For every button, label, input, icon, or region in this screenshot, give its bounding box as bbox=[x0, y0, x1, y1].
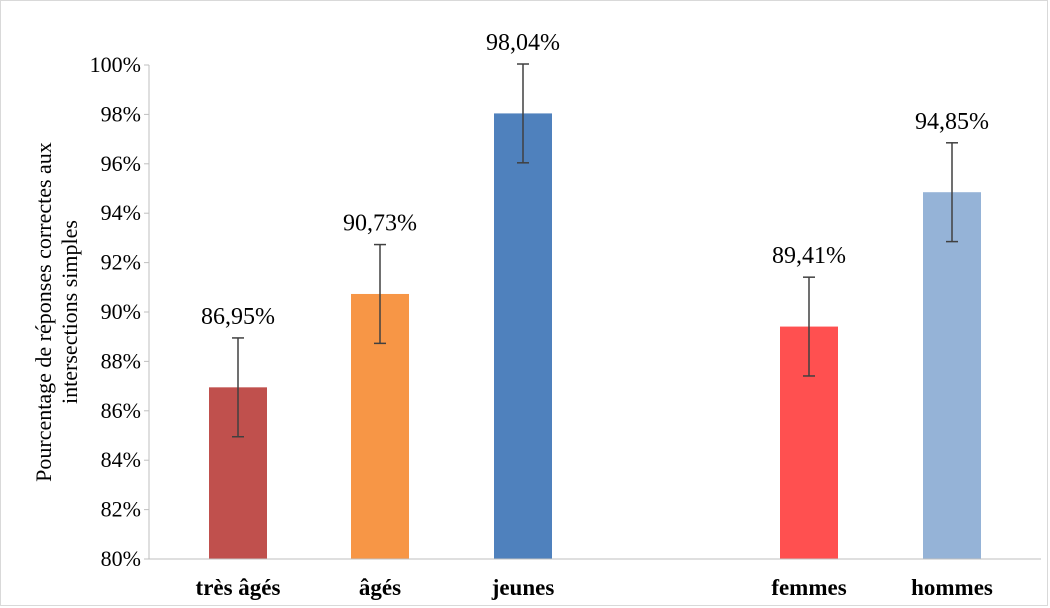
bar-jeunes bbox=[494, 113, 552, 560]
x-axis: très âgés âgés jeunes femmes hommes bbox=[149, 558, 1041, 600]
category-label-femmes: femmes bbox=[771, 575, 846, 600]
y-axis-title: Pourcentage de réponses correctes aux int… bbox=[31, 142, 82, 482]
y-tick-label: 96% bbox=[101, 151, 141, 176]
y-tick-label: 100% bbox=[90, 52, 141, 77]
bars-group bbox=[209, 113, 981, 560]
y-tick-label: 86% bbox=[101, 398, 141, 423]
y-tick-label: 82% bbox=[101, 497, 141, 522]
value-label-ages: 90,73% bbox=[343, 211, 417, 237]
value-labels-group: 86,95% 90,73% 98,04% 89,41% 94,85% bbox=[201, 30, 989, 330]
value-label-femmes: 89,41% bbox=[772, 243, 846, 269]
category-label-hommes: hommes bbox=[911, 575, 993, 600]
value-label-jeunes: 98,04% bbox=[486, 30, 560, 56]
category-label-jeunes: jeunes bbox=[491, 575, 555, 600]
y-tick-label: 98% bbox=[101, 101, 141, 126]
y-axis-title-line: intersections simples bbox=[57, 220, 82, 404]
y-tick-label: 94% bbox=[101, 200, 141, 225]
category-label-tres-ages: très âgés bbox=[196, 575, 281, 600]
y-tick-label: 90% bbox=[101, 299, 141, 324]
bar-hommes bbox=[923, 192, 981, 559]
category-label-ages: âgés bbox=[359, 575, 401, 600]
y-tick-label: 84% bbox=[101, 447, 141, 472]
error-bars-group bbox=[232, 63, 958, 438]
y-axis: 80% 82% 84% 86% 88% 90% 92% 94% 96% 98% 100% bbox=[90, 52, 150, 571]
y-tick-label: 88% bbox=[101, 348, 141, 373]
value-label-tres-ages: 86,95% bbox=[201, 304, 275, 330]
y-tick-label: 92% bbox=[101, 250, 141, 275]
y-tick-label: 80% bbox=[101, 546, 141, 571]
value-label-hommes: 94,85% bbox=[915, 109, 989, 135]
y-axis-title-line: Pourcentage de réponses correctes aux bbox=[31, 142, 56, 482]
